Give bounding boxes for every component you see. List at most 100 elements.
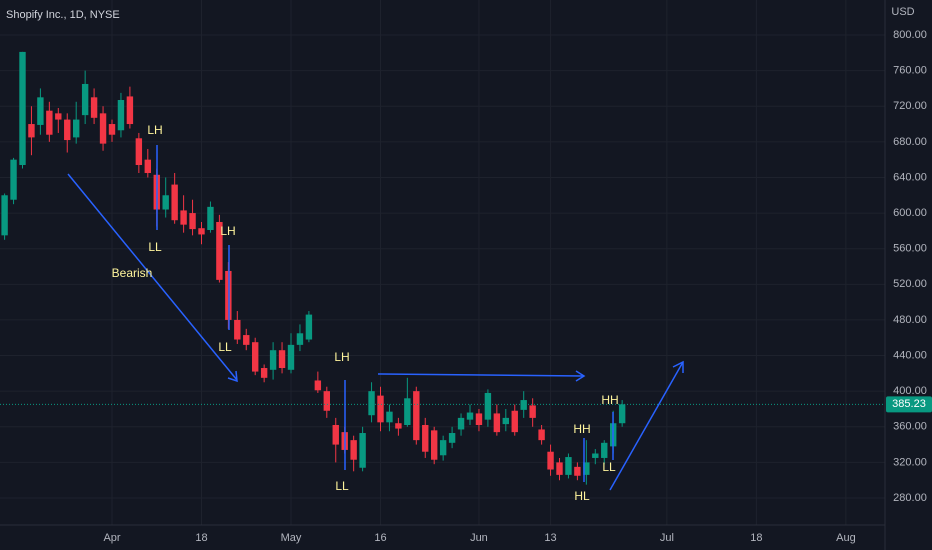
y-tick-label: 440.00	[893, 349, 927, 361]
candle-body	[46, 110, 53, 135]
candle-body	[601, 442, 608, 458]
annotation: HH	[573, 422, 590, 436]
candle-body	[565, 457, 572, 475]
annotation: LL	[148, 240, 162, 254]
annotation: Bearish	[112, 266, 153, 280]
candle-body	[439, 440, 447, 456]
candle-body	[37, 97, 44, 125]
candle-body	[350, 440, 357, 460]
x-tick-label: Jul	[660, 532, 674, 544]
candle-body	[359, 433, 366, 468]
annotation: LL	[602, 460, 616, 474]
y-tick-label: 640.00	[893, 171, 927, 183]
candle-body	[538, 429, 545, 441]
candle-body	[90, 97, 98, 118]
y-tick-label: 280.00	[893, 492, 927, 504]
x-tick-label: 18	[750, 532, 762, 544]
candle-body	[1, 195, 8, 236]
candle-body	[404, 398, 411, 426]
axes: 280.00 320.00 360.00 400.00 440.00 480.00 520.…	[103, 29, 932, 544]
candle-body	[332, 425, 339, 445]
candle-body	[422, 425, 429, 452]
y-tick-label: 720.00	[893, 100, 927, 112]
candle-body	[162, 195, 169, 210]
arrow-head	[227, 370, 238, 383]
candle-body	[618, 404, 626, 424]
candle-body	[323, 391, 330, 411]
drawings	[67, 145, 684, 491]
x-tick-label: 18	[195, 532, 207, 544]
annotation: LH	[334, 350, 349, 364]
chart-title: Shopify Inc., 1D, NYSE	[6, 9, 120, 21]
y-tick-label: 480.00	[893, 314, 927, 326]
candle-body	[207, 206, 214, 230]
range-arrow	[377, 373, 585, 377]
candle-body	[395, 423, 402, 429]
candle-body	[511, 410, 518, 433]
candle-body	[19, 51, 26, 165]
candle-body	[493, 413, 501, 433]
price-axis	[885, 0, 932, 550]
y-tick-label: 680.00	[893, 136, 927, 148]
candle-body	[73, 119, 80, 138]
candle-body	[413, 391, 420, 441]
annotation: HL	[574, 489, 590, 503]
y-tick-label: 520.00	[893, 278, 927, 290]
candle-body	[180, 210, 187, 225]
candle-body	[502, 417, 509, 425]
candle-body	[252, 342, 259, 372]
candle-body	[216, 221, 223, 280]
candle-body	[457, 417, 465, 430]
candle-body	[296, 333, 304, 345]
candle-body	[574, 466, 581, 476]
annotations: LH LL LH Bearish LL LH LL HH HH LL HL	[112, 123, 619, 503]
trend-arrow	[609, 361, 684, 491]
y-tick-label: 600.00	[893, 207, 927, 219]
candle-body	[55, 113, 62, 120]
candle-body	[368, 391, 375, 416]
candle-body	[278, 350, 286, 369]
candle-body	[10, 159, 17, 200]
arrow-head	[575, 370, 586, 382]
candle-body	[484, 392, 492, 420]
grid	[0, 0, 885, 525]
last-price-label: 385.23	[892, 398, 926, 410]
candle-body	[189, 213, 196, 230]
candle-body	[234, 319, 241, 340]
candle-body	[108, 124, 116, 135]
arrow-head	[672, 360, 684, 373]
annotation: LH	[220, 224, 235, 238]
candle-body	[431, 430, 438, 460]
y-tick-label: 800.00	[893, 29, 927, 41]
annotation: HH	[601, 393, 618, 407]
candle-body	[556, 462, 563, 475]
y-tick-label: 760.00	[893, 65, 927, 77]
y-tick-label: 360.00	[893, 421, 927, 433]
candle-body	[99, 113, 107, 144]
last-price-box	[886, 396, 932, 413]
annotation: LL	[218, 340, 232, 354]
x-tick-label: May	[281, 532, 302, 544]
candle-body	[386, 411, 393, 423]
candle-body	[64, 119, 71, 141]
candle-body	[81, 83, 89, 116]
y-tick-label: 400.00	[893, 385, 927, 397]
candle-body	[171, 184, 178, 221]
trend-arrow	[67, 173, 238, 381]
candle-body	[448, 433, 456, 443]
candle-body	[117, 99, 125, 131]
candle-body	[135, 138, 143, 165]
y-tick-label: 560.00	[893, 243, 927, 255]
x-tick-label: 13	[544, 532, 556, 544]
y-tick-label: 320.00	[893, 456, 927, 468]
candle-body	[28, 124, 35, 138]
candle-body	[520, 400, 527, 410]
candle-body	[287, 344, 295, 370]
annotation: LH	[147, 123, 162, 137]
candle-body	[243, 335, 250, 345]
currency: USD	[891, 6, 914, 18]
candle-body	[198, 228, 205, 235]
